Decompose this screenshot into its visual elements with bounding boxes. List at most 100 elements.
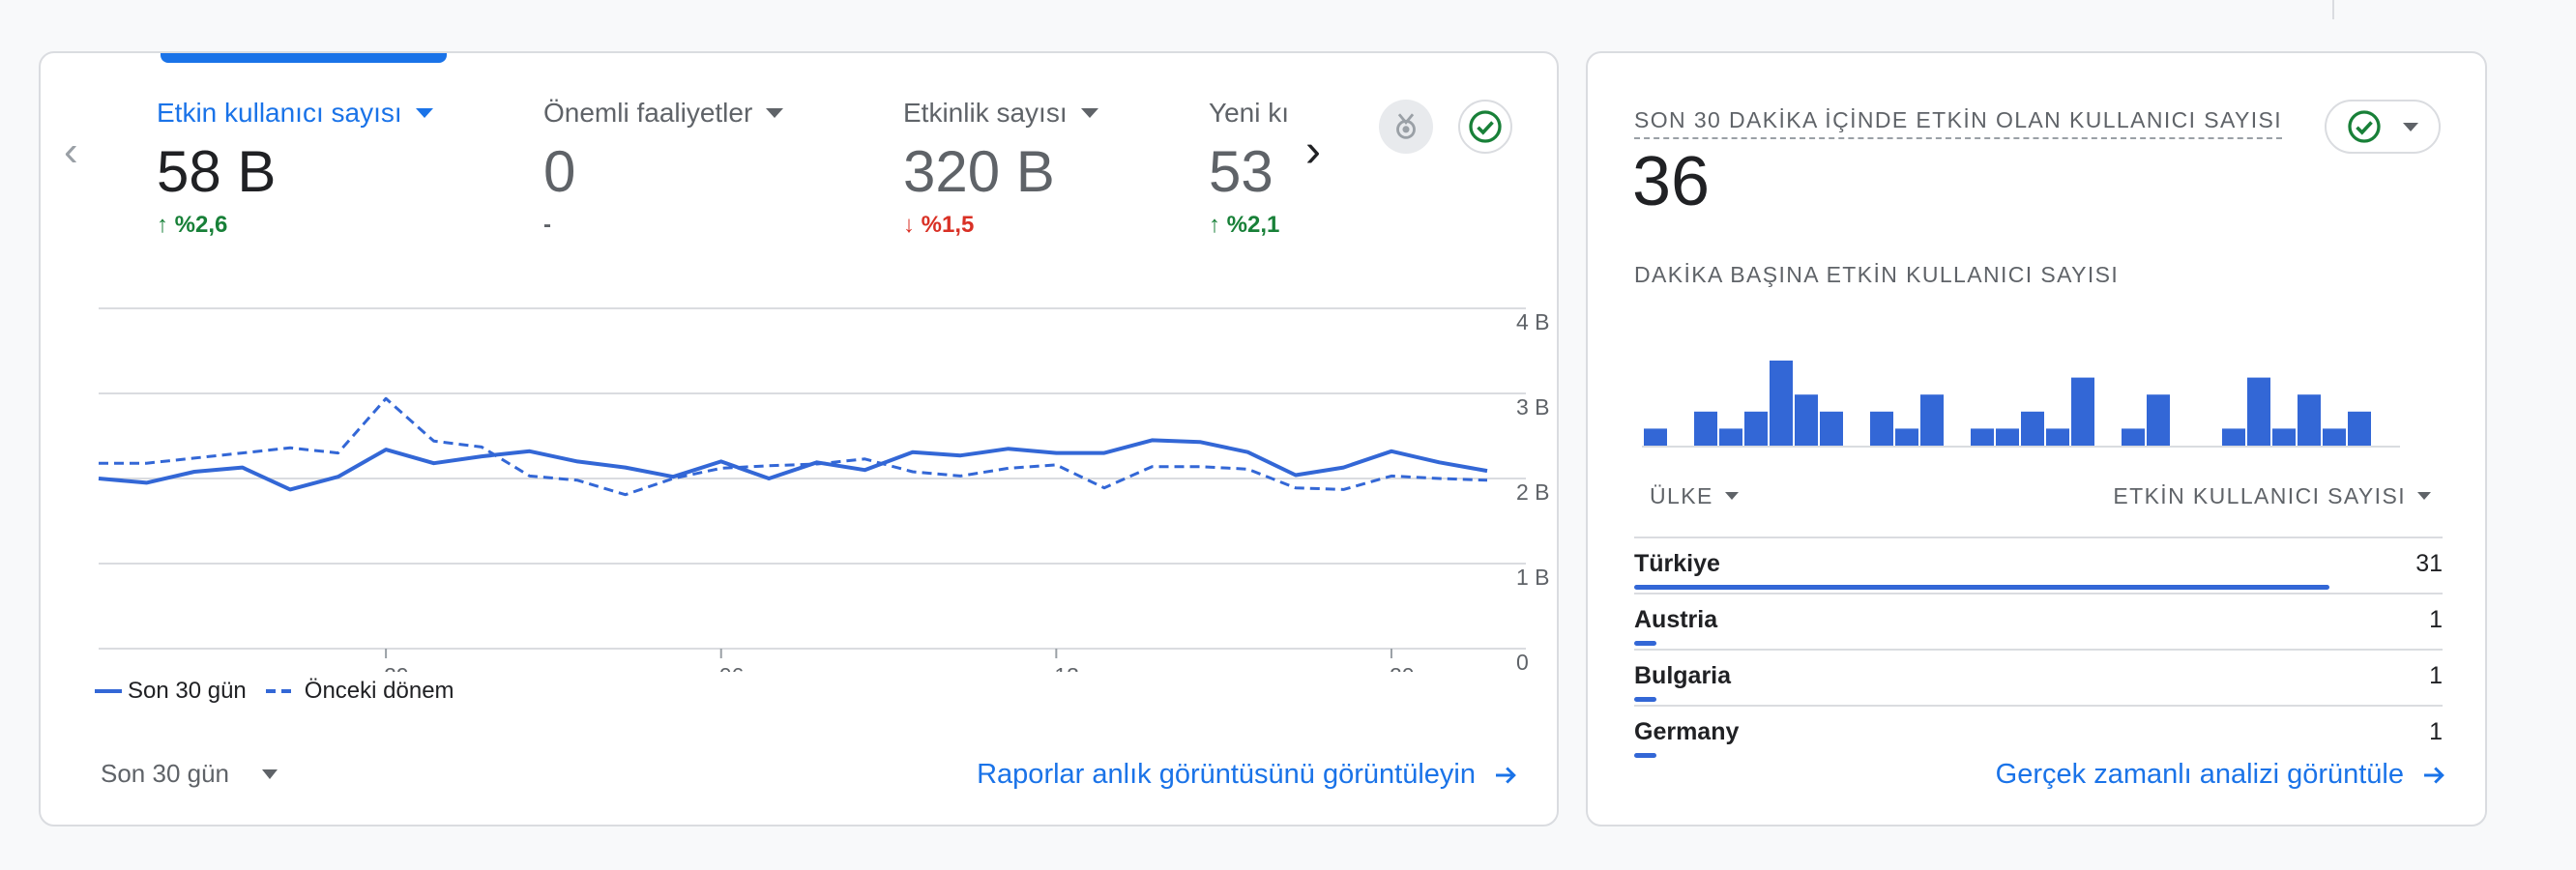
minute-bar xyxy=(2021,411,2044,446)
x-tick-day: 13 xyxy=(1054,663,1079,672)
metric-new-users[interactable]: Yeni kı 53 ↑ %2,1 xyxy=(1209,98,1336,239)
metric-label: Etkin kullanıcı sayısı xyxy=(157,98,402,128)
x-tick-day: 20 xyxy=(1390,663,1415,672)
reports-snapshot-link[interactable]: Raporlar anlık görüntüsünü görüntüleyin xyxy=(977,759,1520,791)
minute-bar xyxy=(2272,428,2296,446)
row-users: 1 xyxy=(2429,718,2443,745)
table-row: Türkiye 31 xyxy=(1634,536,2443,593)
per-minute-label: DAKİKA BAŞINA ETKİN KULLANICI SAYISI xyxy=(1634,262,2120,287)
row-country: Germany xyxy=(1634,718,1740,745)
check-circle-icon xyxy=(2348,110,2381,143)
chevron-right-icon[interactable]: › xyxy=(1305,126,1321,177)
row-country: Türkiye xyxy=(1634,550,1720,577)
active-users-line-chart: 4 B3 B2 B1 B029Haz06Tem1320 xyxy=(98,307,1550,672)
metric-label: Önemli faaliyetler xyxy=(543,98,753,128)
realtime-analysis-link[interactable]: Gerçek zamanlı analizi görüntüle xyxy=(1996,759,2448,791)
y-tick-label: 2 B xyxy=(1516,479,1550,505)
caret-down-icon xyxy=(1724,492,1739,500)
series-current-line xyxy=(98,438,1488,492)
metric-delta: ↑ %2,6 xyxy=(157,212,228,238)
minute-bar xyxy=(1795,394,1818,446)
minute-bar xyxy=(1770,361,1793,446)
metric-value: 58 B xyxy=(157,139,277,204)
row-share-bar xyxy=(1634,753,1656,758)
y-tick-label: 0 xyxy=(1516,650,1529,672)
y-tick-label: 4 B xyxy=(1516,309,1550,334)
table-row: Austria 1 xyxy=(1634,593,2443,649)
metric-delta: ↓ %1,5 xyxy=(903,212,975,238)
caret-down-icon[interactable] xyxy=(766,108,784,118)
legend-item-current: Son 30 gün xyxy=(95,678,247,705)
minute-bar xyxy=(2348,411,2371,446)
metric-key-events[interactable]: Önemli faaliyetler 0 - xyxy=(543,98,784,239)
minute-bar xyxy=(2122,428,2145,446)
row-country: Bulgaria xyxy=(1634,662,1732,689)
column-active-users[interactable]: ETKİN KULLANICI SAYISI xyxy=(2113,483,2431,509)
date-range-label: Son 30 gün xyxy=(101,759,230,788)
minute-bar xyxy=(2323,428,2346,446)
minute-bar xyxy=(1996,428,2019,446)
minute-bar xyxy=(2071,377,2094,446)
arrow-right-icon xyxy=(2424,766,2444,784)
minute-bar xyxy=(2222,428,2245,446)
metric-value: 320 B xyxy=(903,139,1055,204)
realtime-country-table: Türkiye 31 Austria 1 Bulgaria 1 Germany … xyxy=(1634,536,2443,761)
caret-down-icon xyxy=(2417,492,2431,500)
arrow-up-icon: ↑ xyxy=(157,212,175,238)
date-range-select[interactable]: Son 30 gün xyxy=(101,759,278,789)
minute-bar xyxy=(1870,411,1893,446)
table-row: Germany 1 xyxy=(1634,705,2443,761)
row-users: 31 xyxy=(2415,550,2443,577)
minute-bar xyxy=(1719,428,1742,446)
per-minute-bar-chart xyxy=(1642,361,2400,448)
row-users: 1 xyxy=(2429,662,2443,689)
metric-label: Yeni kı xyxy=(1209,98,1290,128)
minute-bar xyxy=(1694,411,1717,446)
overview-card: ‹ Etkin kullanıcı sayısı 58 B ↑ %2,6 Öne… xyxy=(39,51,1559,826)
minute-bar xyxy=(1971,428,1994,446)
chevron-left-icon[interactable]: ‹ xyxy=(64,128,78,175)
metric-event-count[interactable]: Etkinlik sayısı 320 B ↓ %1,5 xyxy=(903,98,1098,239)
x-tick-day: 29 xyxy=(384,663,409,672)
arrow-right-icon xyxy=(1496,766,1516,784)
top-divider xyxy=(2332,0,2334,19)
metric-delta: ↑ %2,1 xyxy=(1209,212,1280,238)
metric-value: 53 xyxy=(1209,139,1273,204)
minute-bar xyxy=(1644,428,1667,446)
caret-down-icon[interactable] xyxy=(415,108,433,118)
solid-line-icon xyxy=(95,689,122,693)
metric-value: 0 xyxy=(543,139,576,204)
minute-bar xyxy=(1744,411,1768,446)
check-circle-icon[interactable] xyxy=(1458,100,1512,154)
metric-active-users[interactable]: Etkin kullanıcı sayısı 58 B ↑ %2,6 xyxy=(157,98,433,239)
minute-bar xyxy=(2147,394,2170,446)
x-tick-day: 06 xyxy=(719,663,745,672)
arrow-down-icon: ↓ xyxy=(903,212,922,238)
y-tick-label: 1 B xyxy=(1516,565,1550,590)
minute-bar xyxy=(1920,394,1944,446)
legend-item-previous: Önceki dönem xyxy=(265,678,454,705)
table-row: Bulgaria 1 xyxy=(1634,649,2443,705)
metric-label: Etkinlik sayısı xyxy=(903,98,1068,128)
column-country[interactable]: ÜLKE xyxy=(1650,483,1739,509)
metric-delta: - xyxy=(543,212,551,238)
medal-icon[interactable] xyxy=(1379,100,1433,154)
realtime-title[interactable]: SON 30 DAKİKA İÇİNDE ETKİN OLAN KULLANIC… xyxy=(1634,107,2283,139)
realtime-status-button[interactable] xyxy=(2325,100,2441,154)
series-previous-line xyxy=(99,396,1488,497)
row-country: Austria xyxy=(1634,606,1718,633)
row-share-bar xyxy=(1634,697,1656,702)
row-users: 1 xyxy=(2429,606,2443,633)
y-tick-label: 3 B xyxy=(1516,394,1550,420)
caret-down-icon xyxy=(2403,122,2418,131)
minute-bar xyxy=(2247,377,2270,446)
chart-legend: Son 30 gün Önceki dönem xyxy=(95,678,474,705)
active-tab-indicator xyxy=(161,53,447,63)
realtime-card: SON 30 DAKİKA İÇİNDE ETKİN OLAN KULLANIC… xyxy=(1586,51,2487,826)
minute-bar xyxy=(2298,394,2321,446)
caret-down-icon[interactable] xyxy=(1080,108,1098,118)
row-share-bar xyxy=(1634,641,1656,646)
realtime-value: 36 xyxy=(1632,143,1711,220)
row-share-bar xyxy=(1634,585,2329,590)
minute-bar xyxy=(2046,428,2069,446)
